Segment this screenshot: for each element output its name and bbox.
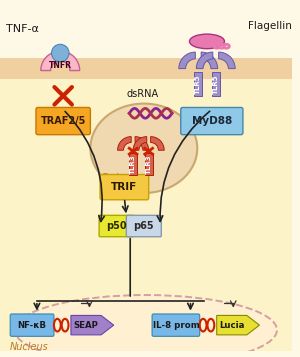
Ellipse shape bbox=[190, 34, 224, 49]
FancyBboxPatch shape bbox=[181, 107, 243, 135]
Bar bbox=[194, 72, 202, 96]
Wedge shape bbox=[133, 137, 147, 150]
Wedge shape bbox=[118, 137, 131, 150]
Text: Flagellin: Flagellin bbox=[248, 21, 292, 31]
Text: TRIF: TRIF bbox=[111, 182, 137, 192]
Bar bbox=[0, 60, 292, 77]
Ellipse shape bbox=[90, 104, 197, 193]
Wedge shape bbox=[219, 52, 235, 69]
Bar bbox=[0, 61, 292, 76]
Wedge shape bbox=[135, 137, 149, 150]
Text: NF-κB: NF-κB bbox=[18, 321, 46, 330]
Text: Lucia: Lucia bbox=[219, 321, 244, 330]
FancyBboxPatch shape bbox=[10, 314, 54, 336]
Text: TNF-α: TNF-α bbox=[6, 24, 39, 34]
Text: Endosome: Endosome bbox=[102, 173, 149, 182]
Polygon shape bbox=[71, 316, 114, 335]
Text: p65: p65 bbox=[134, 221, 154, 231]
Circle shape bbox=[52, 44, 69, 62]
Ellipse shape bbox=[15, 295, 277, 357]
Text: TNFR: TNFR bbox=[49, 61, 72, 70]
Wedge shape bbox=[41, 51, 80, 71]
Text: MyD88: MyD88 bbox=[192, 116, 232, 126]
Bar bbox=[145, 153, 153, 175]
Text: TLR5: TLR5 bbox=[213, 74, 219, 94]
Wedge shape bbox=[179, 52, 195, 69]
Polygon shape bbox=[217, 316, 260, 335]
Text: TLR5: TLR5 bbox=[195, 74, 201, 94]
FancyBboxPatch shape bbox=[100, 175, 149, 200]
Text: p50: p50 bbox=[106, 221, 127, 231]
Text: IL-8 prom: IL-8 prom bbox=[152, 321, 199, 330]
Wedge shape bbox=[196, 52, 213, 69]
FancyBboxPatch shape bbox=[152, 314, 200, 336]
Bar bbox=[0, 65, 292, 351]
Text: dsRNA: dsRNA bbox=[127, 89, 159, 99]
Bar bbox=[129, 153, 137, 175]
Text: Nucleus: Nucleus bbox=[10, 342, 49, 352]
Wedge shape bbox=[201, 52, 218, 69]
FancyBboxPatch shape bbox=[99, 215, 134, 237]
Text: TLR3: TLR3 bbox=[146, 154, 152, 174]
Text: SEAP: SEAP bbox=[74, 321, 98, 330]
FancyBboxPatch shape bbox=[36, 107, 90, 135]
Text: TRAF2/5: TRAF2/5 bbox=[40, 116, 86, 126]
Text: TLR3: TLR3 bbox=[130, 154, 136, 174]
Wedge shape bbox=[151, 137, 164, 150]
Bar bbox=[212, 72, 220, 96]
Bar bbox=[0, 58, 292, 79]
FancyBboxPatch shape bbox=[126, 215, 161, 237]
